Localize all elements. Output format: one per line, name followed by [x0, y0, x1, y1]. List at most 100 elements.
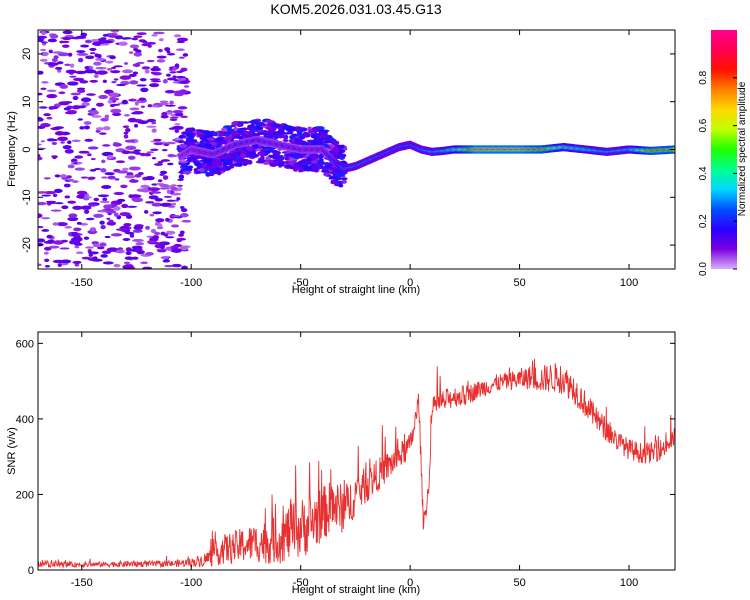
band-speck	[178, 143, 188, 149]
noise-speck	[113, 142, 119, 145]
noise-speck	[41, 229, 50, 232]
band-speck	[330, 181, 338, 185]
noise-speck	[183, 85, 190, 88]
band-speck	[333, 173, 342, 178]
noise-speck	[99, 242, 107, 247]
noise-speck	[93, 61, 102, 66]
band-speck	[284, 153, 294, 157]
band-speck	[240, 127, 249, 131]
noise-speck	[158, 38, 164, 42]
band-speck	[266, 122, 272, 127]
noise-speck	[162, 259, 171, 263]
noise-speck	[124, 174, 136, 179]
noise-speck	[177, 106, 188, 110]
noise-speck	[172, 66, 178, 71]
band-speck	[199, 167, 205, 173]
noise-speck	[140, 87, 149, 93]
band-speck	[265, 156, 271, 161]
colorbar-label: Normalized spectral amplitude	[737, 81, 748, 216]
noise-speck	[38, 238, 46, 243]
noise-speck	[67, 178, 75, 181]
noise-speck	[156, 249, 167, 253]
noise-speck	[59, 84, 67, 88]
noise-speck	[171, 224, 180, 228]
band-speck	[229, 152, 239, 157]
noise-speck	[38, 213, 43, 218]
y-tick-label: 0	[21, 146, 33, 152]
band-speck	[267, 134, 276, 138]
x-tick-label: -150	[71, 277, 93, 289]
noise-speck	[152, 80, 162, 83]
band-speck	[248, 125, 254, 131]
noise-speck	[165, 217, 170, 222]
noise-speck	[72, 260, 82, 265]
noise-speck	[163, 233, 169, 237]
noise-speck	[131, 245, 143, 250]
snr-x-label: Height of straight line (km)	[292, 584, 420, 596]
noise-speck	[115, 160, 126, 164]
noise-speck	[67, 52, 73, 57]
noise-speck	[69, 63, 75, 68]
noise-speck	[145, 41, 157, 45]
noise-speck	[93, 197, 100, 202]
noise-speck	[74, 245, 80, 249]
colorbar-gradient	[711, 30, 737, 269]
band-speck	[250, 119, 257, 124]
band-speck	[219, 167, 227, 170]
noise-speck	[153, 142, 164, 146]
band-speck	[272, 150, 282, 155]
noise-speck	[70, 92, 82, 96]
noise-speck	[110, 233, 123, 237]
band-speck	[240, 132, 246, 137]
noise-speck	[61, 44, 70, 48]
noise-speck	[63, 107, 71, 111]
band-speck	[238, 159, 245, 163]
noise-speck	[95, 66, 107, 70]
noise-speck	[177, 178, 184, 182]
noise-speck	[128, 194, 134, 199]
noise-speck	[171, 125, 184, 130]
band-speck	[221, 127, 227, 132]
band-speck	[257, 158, 265, 164]
noise-speck	[101, 159, 106, 164]
noise-speck	[90, 157, 96, 161]
band-speck	[300, 164, 309, 169]
noise-speck	[129, 233, 135, 238]
noise-speck	[140, 152, 146, 157]
noise-speck	[165, 73, 171, 77]
noise-speck	[179, 246, 189, 251]
noise-speck	[93, 213, 104, 218]
band-speck	[224, 133, 231, 137]
noise-speck	[128, 98, 137, 102]
noise-speck	[149, 78, 161, 81]
spectrogram-y-axis: -20 -10 0 10 20	[21, 48, 675, 253]
band-speck	[264, 120, 275, 123]
band-speck	[288, 165, 296, 169]
noise-speck	[46, 89, 57, 93]
noise-speck	[106, 217, 111, 220]
band-speck	[319, 158, 324, 162]
noise-speck	[64, 149, 74, 154]
noise-speck	[111, 80, 117, 84]
noise-speck	[101, 176, 108, 179]
noise-speck	[140, 105, 145, 108]
noise-speck	[108, 219, 114, 224]
noise-speck	[153, 163, 163, 166]
noise-speck	[95, 129, 101, 133]
snr-data	[38, 358, 675, 569]
noise-speck	[89, 52, 96, 55]
noise-speck	[113, 206, 121, 211]
noise-speck	[119, 75, 132, 80]
noise-speck	[115, 83, 126, 87]
noise-speck	[77, 57, 84, 63]
band-speck	[178, 160, 189, 164]
band-speck	[310, 135, 317, 139]
noise-speck	[101, 185, 112, 190]
noise-speck	[64, 63, 71, 67]
noise-speck	[40, 51, 49, 57]
noise-speck	[94, 53, 100, 58]
noise-speck	[46, 93, 58, 99]
band-speck	[303, 155, 308, 159]
noise-speck	[115, 249, 125, 254]
noise-speck	[122, 167, 129, 171]
